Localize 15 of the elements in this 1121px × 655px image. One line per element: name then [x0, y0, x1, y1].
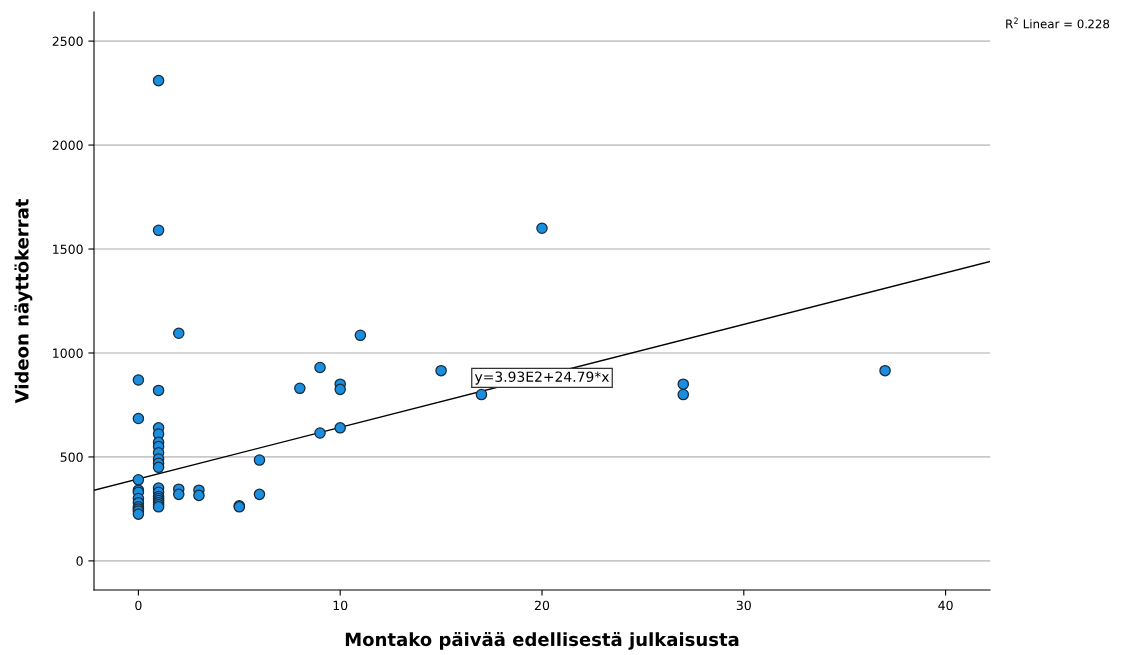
x-tick-label: 0 [135, 600, 142, 611]
y-tick-label: 1000 [53, 348, 83, 358]
y-tick-label: 1500 [53, 244, 83, 254]
y-tick-label: 500 [60, 452, 83, 462]
x-tick-label: 10 [333, 600, 348, 611]
annotation: y=3.93E2+24.79*x [474, 371, 610, 385]
y-tick-label: 2000 [52, 140, 83, 150]
text: R$^{2}$ Linear = 0.228 [1006, 17, 1110, 29]
y-axis-title: Videon näyttökerrat [14, 198, 33, 404]
x-axis-title: Montako päivää edellisestä julkaisusta [345, 631, 739, 650]
x-tick-label: 40 [938, 600, 953, 611]
y-tick-label: 2500 [52, 36, 83, 47]
x-tick-label: 20 [534, 600, 550, 611]
y-tick-label: 0 [76, 556, 83, 566]
x-tick-label: 30 [736, 600, 751, 611]
